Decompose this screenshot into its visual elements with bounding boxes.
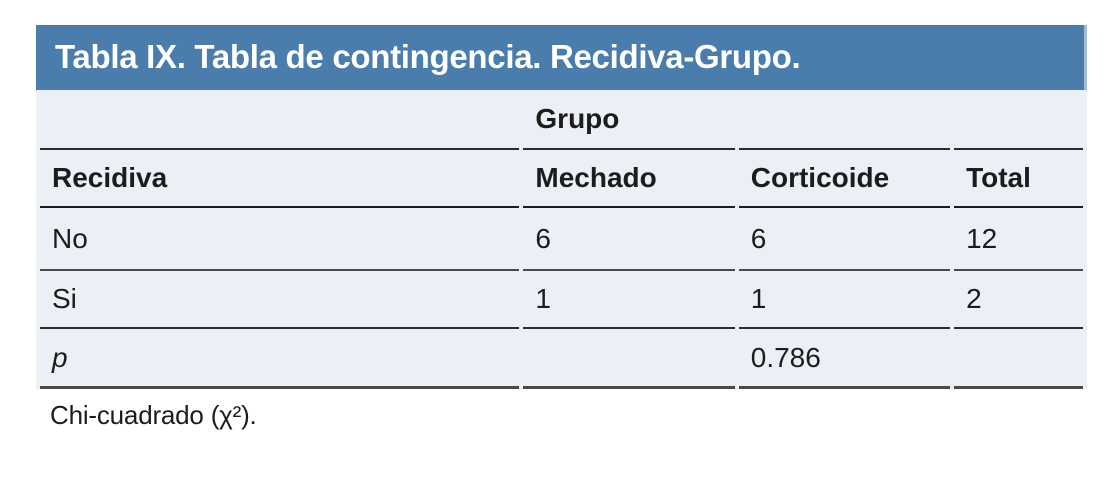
cell-value: 2 — [954, 271, 1083, 329]
p-row-empty-cell — [954, 329, 1083, 389]
group-spanner-empty-cell — [954, 90, 1083, 150]
table-footnote: Chi-cuadrado (χ²). — [36, 389, 1087, 431]
contingency-table: Grupo Recidiva Mechado Corticoide Total … — [36, 90, 1087, 389]
p-value-row: p 0.786 — [40, 329, 1083, 389]
group-spanner-label: Grupo — [523, 90, 735, 150]
table-body: Grupo Recidiva Mechado Corticoide Total … — [36, 90, 1087, 389]
p-value: 0.786 — [738, 329, 951, 389]
table-title-bar: Tabla IX. Tabla de contingencia. Recidiv… — [36, 25, 1087, 90]
cell-value: 12 — [954, 208, 1083, 271]
group-spanner-empty-cell — [40, 90, 520, 150]
group-spanner-row: Grupo — [40, 90, 1083, 150]
column-header-total: Total — [954, 150, 1083, 208]
table-row: Si 1 1 2 — [40, 271, 1083, 329]
cell-value: 1 — [738, 271, 951, 329]
p-row-label: p — [40, 329, 520, 389]
table-row: No 6 6 12 — [40, 208, 1083, 271]
column-header-mechado: Mechado — [523, 150, 735, 208]
cell-value: 6 — [523, 208, 735, 271]
column-header-corticoide: Corticoide — [738, 150, 951, 208]
column-header-recidiva: Recidiva — [40, 150, 520, 208]
contingency-table-card: Tabla IX. Tabla de contingencia. Recidiv… — [36, 25, 1087, 431]
row-label: Si — [40, 271, 520, 329]
group-spanner-empty-cell — [738, 90, 951, 150]
row-label: No — [40, 208, 520, 271]
cell-value: 1 — [523, 271, 735, 329]
column-header-row: Recidiva Mechado Corticoide Total — [40, 150, 1083, 208]
cell-value: 6 — [738, 208, 951, 271]
p-row-empty-cell — [523, 329, 735, 389]
